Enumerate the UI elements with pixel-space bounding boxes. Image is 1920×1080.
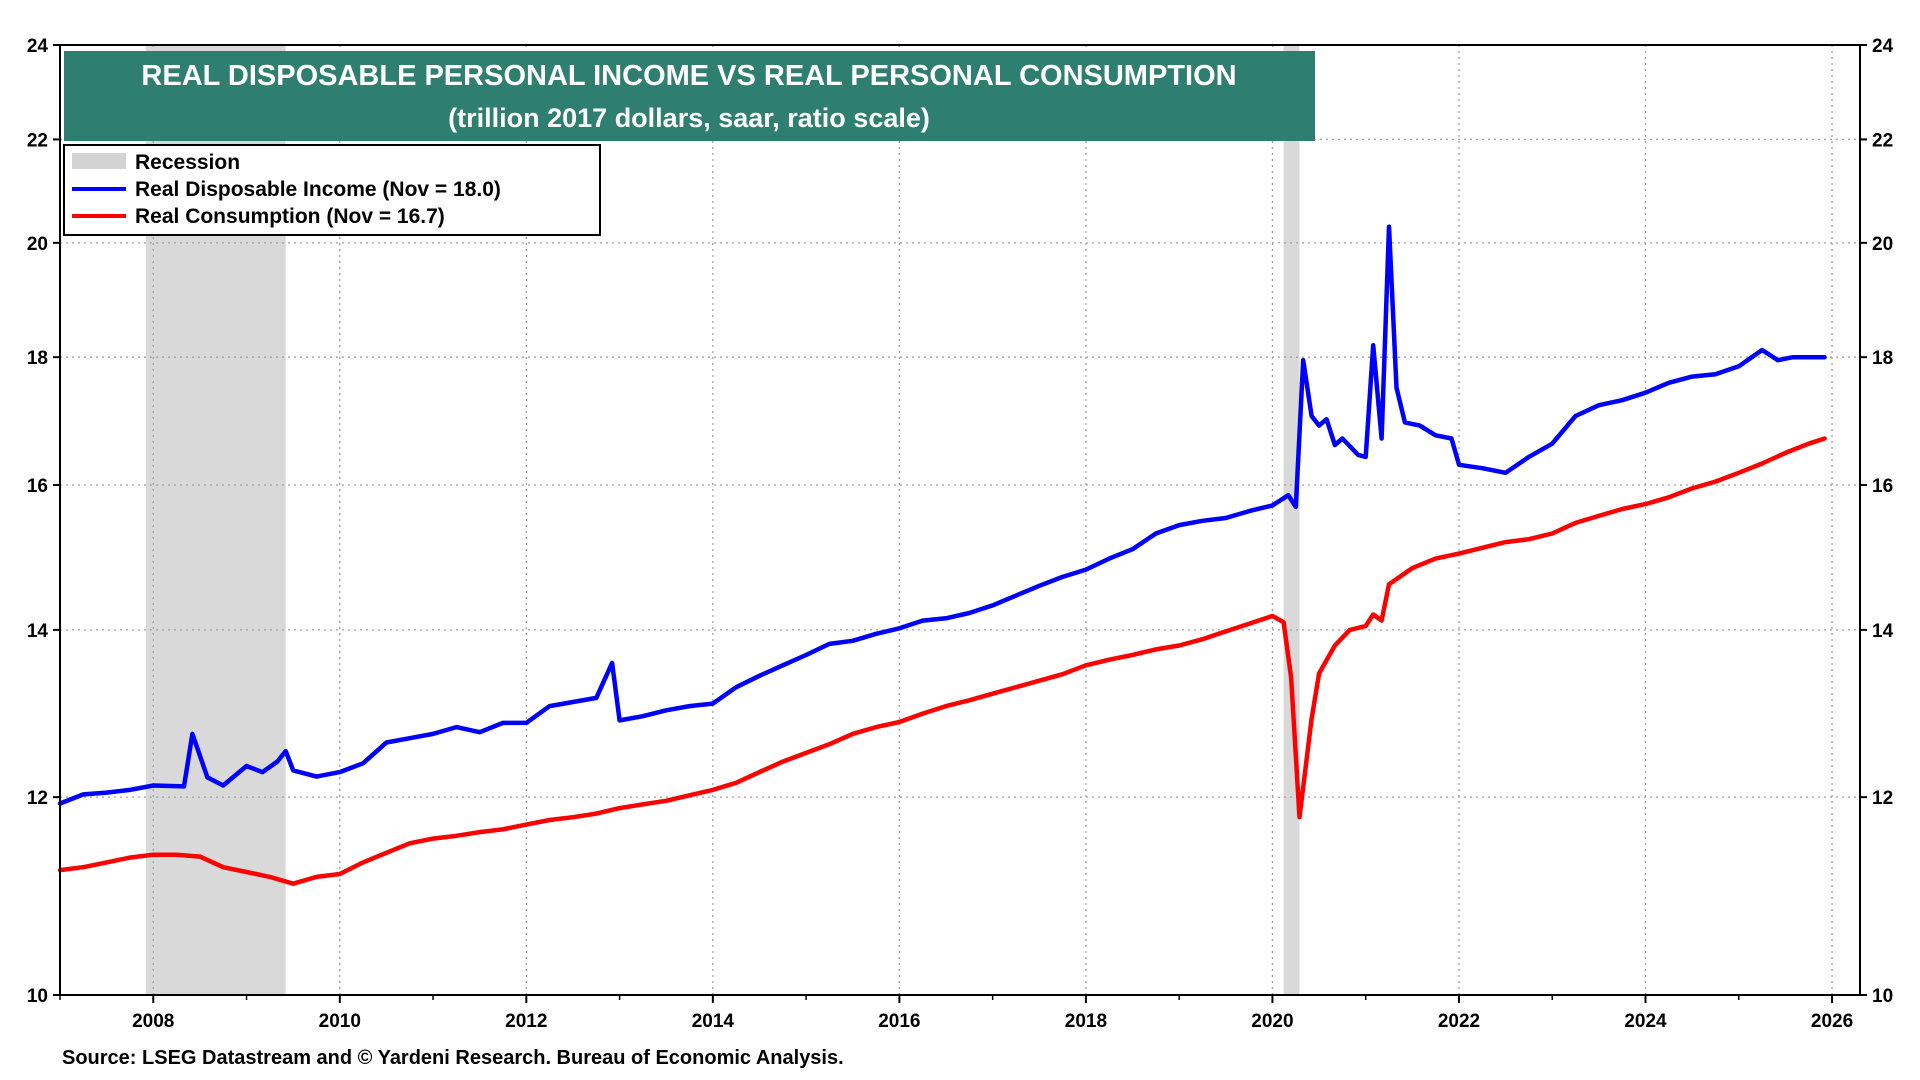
y-tick-label-left: 18	[27, 348, 48, 369]
x-tick-label: 2008	[132, 1011, 174, 1032]
y-tick-label-left: 24	[27, 36, 49, 57]
y-tick-label-right: 14	[1872, 621, 1894, 642]
title-banner-background	[64, 51, 1315, 141]
y-tick-label-right: 12	[1872, 788, 1893, 809]
y-tick-label-left: 22	[27, 130, 48, 151]
real-disposable-income-line	[57, 224, 1827, 806]
y-tick-label-left: 10	[27, 986, 48, 1007]
y-tick-label-right: 22	[1872, 130, 1893, 151]
x-tick-label: 2016	[878, 1011, 920, 1032]
x-tick-label: 2026	[1811, 1011, 1853, 1032]
y-tick-label-right: 10	[1872, 986, 1893, 1007]
y-tick-label-right: 18	[1872, 348, 1893, 369]
legend-consumption-label: Real Consumption (Nov = 16.7)	[135, 205, 445, 228]
source-note: Source: LSEG Datastream and © Yardeni Re…	[62, 1047, 844, 1069]
legend-box	[63, 144, 601, 236]
y-tick-label-left: 20	[27, 234, 48, 255]
legend-recession-swatch	[72, 153, 126, 169]
chart-subtitle: (trillion 2017 dollars, saar, ratio scal…	[448, 103, 930, 133]
y-tick-label-right: 16	[1872, 476, 1893, 497]
x-tick-label: 2012	[505, 1011, 547, 1032]
y-tick-label-left: 12	[27, 788, 48, 809]
chart-title: REAL DISPOSABLE PERSONAL INCOME VS REAL …	[141, 60, 1236, 92]
real-consumption-line	[57, 436, 1827, 886]
y-tick-label-right: 24	[1872, 36, 1894, 57]
x-tick-label: 2020	[1251, 1011, 1293, 1032]
x-tick-label: 2022	[1438, 1011, 1480, 1032]
x-tick-label: 2010	[319, 1011, 361, 1032]
y-tick-label-right: 20	[1872, 234, 1893, 255]
x-tick-label: 2014	[692, 1011, 735, 1032]
series-layer	[57, 224, 1827, 886]
legend-income-label: Real Disposable Income (Nov = 18.0)	[135, 178, 501, 201]
x-tick-label: 2024	[1624, 1011, 1667, 1032]
legend: Recession Real Disposable Income (Nov = …	[63, 144, 601, 236]
legend-recession-label: Recession	[135, 151, 240, 174]
plot-frame	[59, 44, 1861, 996]
y-tick-label-left: 14	[27, 621, 49, 642]
title-banner: REAL DISPOSABLE PERSONAL INCOME VS REAL …	[64, 51, 1315, 141]
x-tick-label: 2018	[1065, 1011, 1107, 1032]
recession-band-2	[1283, 46, 1300, 994]
y-tick-label-left: 16	[27, 476, 48, 497]
